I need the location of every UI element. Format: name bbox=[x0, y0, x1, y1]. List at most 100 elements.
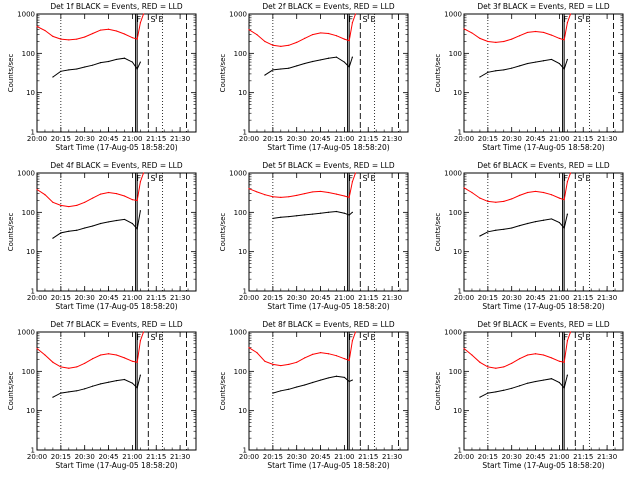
series-events bbox=[272, 375, 353, 394]
point-lld bbox=[248, 188, 250, 190]
x-tick-label: 20:15 bbox=[51, 294, 71, 302]
y-tick-label: 1000 bbox=[17, 329, 35, 337]
plot-frame bbox=[36, 331, 197, 451]
panel-det-2: Det 2f BLACK = Events, RED = LLD 1 10 100 10… bbox=[219, 2, 409, 152]
annotation-label: F bbox=[136, 15, 141, 24]
x-tick-label: 20:45 bbox=[310, 453, 330, 461]
y-tick-label: 100 bbox=[449, 50, 462, 58]
point-events bbox=[304, 214, 306, 216]
point-events bbox=[136, 228, 138, 230]
point-events bbox=[136, 387, 138, 389]
y-tick-label: 1000 bbox=[229, 11, 247, 19]
point-lld bbox=[264, 194, 266, 196]
point-events bbox=[566, 58, 568, 61]
point-lld bbox=[139, 181, 141, 183]
y-axis-label: Counts/sec bbox=[7, 213, 15, 252]
annotation-label: S bbox=[151, 15, 156, 24]
point-events bbox=[76, 390, 78, 392]
point-lld bbox=[558, 37, 561, 39]
point-lld bbox=[123, 33, 126, 35]
point-lld bbox=[107, 28, 110, 30]
point-lld bbox=[519, 358, 521, 360]
panel-title: Det 3f BLACK = Events, RED = LLD bbox=[477, 2, 610, 11]
panel-title: Det 4f BLACK = Events, RED = LLD bbox=[50, 161, 183, 170]
point-lld bbox=[123, 195, 126, 197]
point-lld bbox=[142, 172, 145, 174]
x-tick-label: 20:00 bbox=[239, 453, 259, 461]
point-events bbox=[495, 70, 497, 72]
annotation-label: E bbox=[370, 174, 375, 183]
y-tick-label: 1 bbox=[243, 288, 247, 296]
y-tick-label: 100 bbox=[449, 368, 462, 376]
point-events bbox=[288, 67, 290, 69]
point-lld bbox=[343, 358, 345, 360]
point-events bbox=[139, 61, 141, 63]
x-tick-label: 21:15 bbox=[146, 135, 166, 143]
point-events bbox=[550, 378, 553, 380]
point-events bbox=[348, 66, 350, 68]
y-tick-label: 1000 bbox=[444, 329, 462, 337]
annotation-label: F bbox=[348, 333, 353, 342]
point-lld bbox=[511, 38, 513, 40]
x-tick-label: 20:00 bbox=[239, 135, 259, 143]
point-lld bbox=[566, 22, 568, 24]
y-tick-label: 100 bbox=[449, 209, 462, 217]
annotation-label: F bbox=[136, 174, 141, 183]
y-tick-label: 1 bbox=[458, 129, 462, 137]
y-axis-label: Counts/sec bbox=[219, 213, 227, 252]
x-tick-label: 20:00 bbox=[27, 294, 47, 302]
point-lld bbox=[304, 192, 306, 195]
panel-title: Det 9f BLACK = Events, RED = LLD bbox=[477, 320, 610, 329]
point-events bbox=[115, 380, 118, 382]
annotation-label: E bbox=[585, 174, 590, 183]
point-events bbox=[527, 62, 529, 65]
x-tick-label: 21:15 bbox=[146, 453, 166, 461]
x-tick-label: 20:30 bbox=[287, 453, 307, 461]
series-events bbox=[52, 57, 141, 78]
y-tick-label: 100 bbox=[22, 368, 35, 376]
series-lld bbox=[463, 172, 571, 203]
panel-det-9: Det 9f BLACK = Events, RED = LLD 1 10 100 10… bbox=[434, 320, 624, 470]
point-lld bbox=[123, 357, 126, 359]
y-tick-label: 100 bbox=[234, 209, 247, 217]
x-tick-label: 20:30 bbox=[287, 294, 307, 302]
point-lld bbox=[44, 354, 46, 356]
point-lld bbox=[351, 181, 353, 183]
annotation-label: S bbox=[363, 333, 368, 342]
point-events bbox=[76, 68, 78, 70]
point-lld bbox=[558, 197, 561, 199]
point-lld bbox=[92, 358, 94, 360]
x-tick-label: 21:00 bbox=[122, 135, 142, 143]
x-tick-label: 20:30 bbox=[502, 294, 522, 302]
x-tick-label: 20:30 bbox=[75, 135, 95, 143]
point-lld bbox=[142, 331, 145, 333]
point-lld bbox=[280, 196, 282, 198]
y-tick-label: 1 bbox=[458, 447, 462, 455]
y-tick-label: 10 bbox=[453, 407, 462, 415]
x-tick-label: 20:15 bbox=[263, 453, 283, 461]
point-lld bbox=[511, 362, 513, 364]
point-events bbox=[312, 381, 314, 384]
x-tick-label: 20:45 bbox=[98, 453, 118, 461]
y-tick-label: 100 bbox=[22, 50, 35, 58]
annotation-label: F bbox=[348, 174, 353, 183]
annotation-label: F bbox=[563, 174, 568, 183]
x-tick-label: 21:00 bbox=[122, 453, 142, 461]
point-lld bbox=[139, 22, 141, 24]
point-lld bbox=[36, 25, 38, 28]
plot-frame bbox=[248, 331, 409, 451]
point-lld bbox=[335, 35, 338, 37]
point-events bbox=[123, 218, 126, 221]
point-lld bbox=[343, 38, 345, 40]
point-lld bbox=[296, 194, 298, 196]
x-tick-label: 20:45 bbox=[525, 294, 545, 302]
point-lld bbox=[84, 201, 86, 203]
point-events bbox=[272, 217, 274, 220]
x-tick-label: 21:30 bbox=[597, 135, 617, 143]
annotation-label: F bbox=[136, 333, 141, 342]
y-tick-label: 10 bbox=[453, 89, 462, 97]
point-events bbox=[527, 382, 529, 384]
point-events bbox=[84, 388, 86, 390]
point-lld bbox=[527, 191, 529, 194]
series-events bbox=[264, 56, 353, 76]
